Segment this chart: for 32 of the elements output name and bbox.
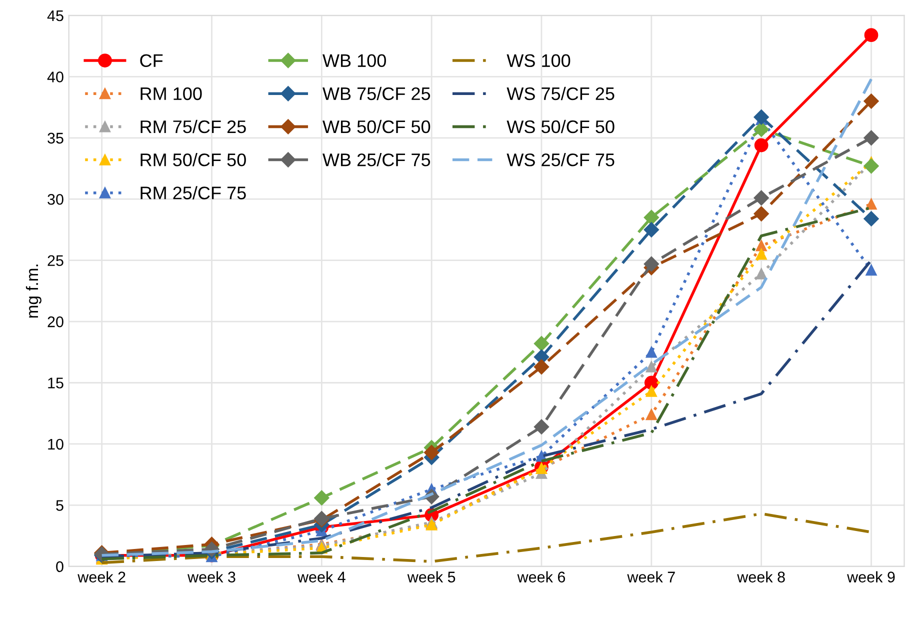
y-tick-label: 30 <box>48 194 64 205</box>
legend-label: WB 25/CF 75 <box>322 153 430 166</box>
y-tick-label: 40 <box>47 72 64 82</box>
legend-label: CF <box>140 54 163 68</box>
x-tick-label: week 7 <box>627 571 675 582</box>
legend-label: WS 50/CF 50 <box>506 120 614 134</box>
x-tick-label: week 6 <box>517 571 566 582</box>
y-axis-title: mg f.m. <box>26 264 42 318</box>
x-tick-label: week 8 <box>737 571 785 582</box>
x-tick-label: week 5 <box>407 571 456 582</box>
legend-label: WB 100 <box>322 54 386 68</box>
x-tick-label: week 4 <box>297 571 346 582</box>
x-tick-label: week 3 <box>188 571 236 582</box>
legend-label: RM 50/CF 50 <box>140 153 246 166</box>
legend-label: WS 75/CF 25 <box>506 86 614 100</box>
legend-label: WS 25/CF 75 <box>506 153 614 166</box>
legend-label: RM 25/CF 75 <box>140 186 246 200</box>
legend-label: WS 100 <box>506 54 570 68</box>
y-tick-label: 0 <box>56 561 64 572</box>
y-tick-label: 5 <box>56 500 64 511</box>
legend-label: RM 100 <box>140 87 202 100</box>
legend-label: WB 50/CF 50 <box>322 120 430 134</box>
y-tick-label: 35 <box>48 132 64 144</box>
y-tick-label: 25 <box>48 255 64 266</box>
y-tick-label: 15 <box>48 378 64 388</box>
legend-label: RM 75/CF 25 <box>140 120 246 134</box>
y-tick-label: 45 <box>47 10 64 22</box>
x-tick-label: week 2 <box>78 571 126 582</box>
x-tick-label: week 9 <box>847 571 895 582</box>
legend-label: WB 75/CF 25 <box>322 86 430 100</box>
y-tick-label: 10 <box>48 438 64 450</box>
y-tick-label: 20 <box>48 316 64 328</box>
